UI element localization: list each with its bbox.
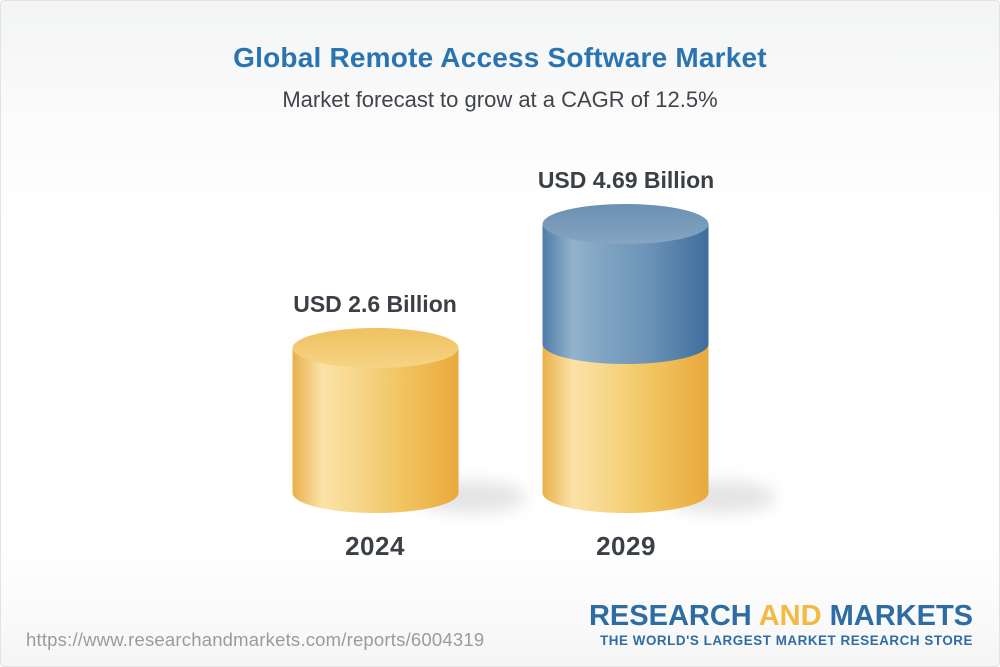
logo-word-markets: MARKETS — [829, 600, 973, 632]
logo-tagline: THE WORLD'S LARGEST MARKET RESEARCH STOR… — [600, 633, 973, 649]
bar-2029-blue-segment — [542, 224, 709, 364]
research-and-markets-logo: RESEARCH AND MARKETS THE WORLD'S LARGEST… — [589, 601, 973, 649]
report-url: https://www.researchandmarkets.com/repor… — [26, 629, 485, 650]
page-subtitle: Market forecast to grow at a CAGR of 12.… — [282, 87, 718, 112]
bar-2024-value-label: USD 2.6 Billion — [293, 291, 457, 317]
bar-2029-category-label: 2029 — [596, 531, 656, 561]
logo-wordmark: RESEARCH AND MARKETS — [589, 601, 973, 631]
logo-word-and: AND — [758, 600, 822, 632]
bar-2029-cylinder — [542, 204, 709, 513]
bar-2024-cylinder — [292, 328, 459, 513]
bar-2024-category-label: 2024 — [345, 531, 405, 561]
bar-2029-value-label: USD 4.69 Billion — [537, 167, 715, 193]
bar-2029-gold-segment — [542, 344, 709, 513]
page-title: Global Remote Access Software Market — [233, 42, 767, 73]
logo-word-research: RESEARCH — [588, 600, 752, 632]
